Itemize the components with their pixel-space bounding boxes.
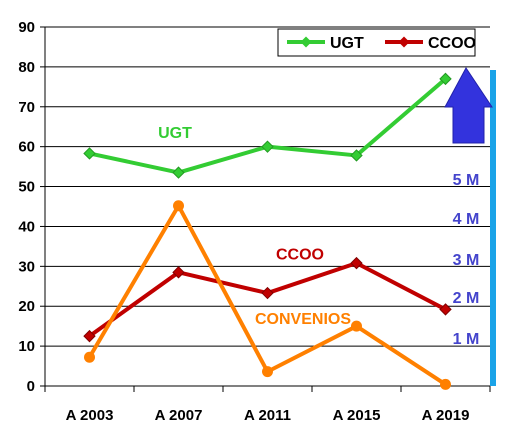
legend: UGT CCOO [277, 28, 476, 57]
data-point [262, 366, 273, 378]
series-label-ccoo: CCOO [276, 247, 324, 264]
member-scale: 5 M 4 M 3 M 2 M 1 M [444, 67, 496, 386]
y-tick-label: 0 [27, 378, 35, 395]
legend-marker [398, 36, 410, 48]
data-point [261, 140, 274, 153]
data-point [172, 266, 185, 279]
legend-label: UGT [330, 35, 364, 52]
legend-label: CCOO [428, 35, 476, 52]
x-tick-label: A 2007 [155, 407, 203, 424]
data-point [261, 286, 274, 300]
data-point [84, 351, 95, 363]
y-tick-label: 60 [18, 139, 35, 156]
x-tick-label: A 2011 [244, 407, 291, 424]
up-arrow-icon [444, 67, 493, 144]
data-point [439, 303, 452, 316]
y-tick-label: 70 [18, 99, 35, 116]
scale-label: 3 M [453, 252, 480, 269]
y-tick-label: 20 [18, 298, 35, 315]
data-point [439, 72, 452, 86]
y-tick-label: 90 [18, 19, 35, 36]
data-point [351, 320, 362, 332]
scale-label: 2 M [453, 290, 480, 307]
series-label-ugt: UGT [158, 125, 192, 142]
data-point [172, 166, 185, 179]
series-label-convenios: CONVENIOS [255, 311, 351, 328]
data-point [350, 149, 363, 162]
data-point [83, 147, 96, 160]
x-tick-label: A 2019 [422, 407, 470, 424]
scale-label: 5 M [453, 172, 480, 189]
scale-label: 1 M [453, 331, 480, 348]
series-layer [83, 72, 452, 390]
data-point [173, 200, 184, 212]
data-point [350, 256, 363, 270]
y-tick-label: 10 [18, 338, 35, 355]
y-tick-label: 40 [18, 218, 35, 235]
series-line-ugt [89, 77, 447, 175]
y-tick-label: 80 [18, 59, 35, 76]
y-axis: 0 10 20 30 40 50 60 70 80 90 [18, 19, 46, 395]
scale-label: 4 M [453, 211, 480, 228]
data-point [440, 378, 451, 390]
x-tick-label: A 2015 [333, 407, 381, 424]
x-axis: A 2003 A 2007 A 2011 A 2015 A 2019 [44, 386, 491, 424]
series-annotations: UGT CCOO CONVENIOS [158, 125, 351, 328]
y-tick-label: 50 [18, 179, 35, 196]
grid-lines [45, 26, 490, 387]
data-point [83, 329, 96, 343]
legend-marker [300, 36, 312, 48]
x-tick-label: A 2003 [66, 407, 114, 424]
y-tick-label: 30 [18, 258, 35, 275]
